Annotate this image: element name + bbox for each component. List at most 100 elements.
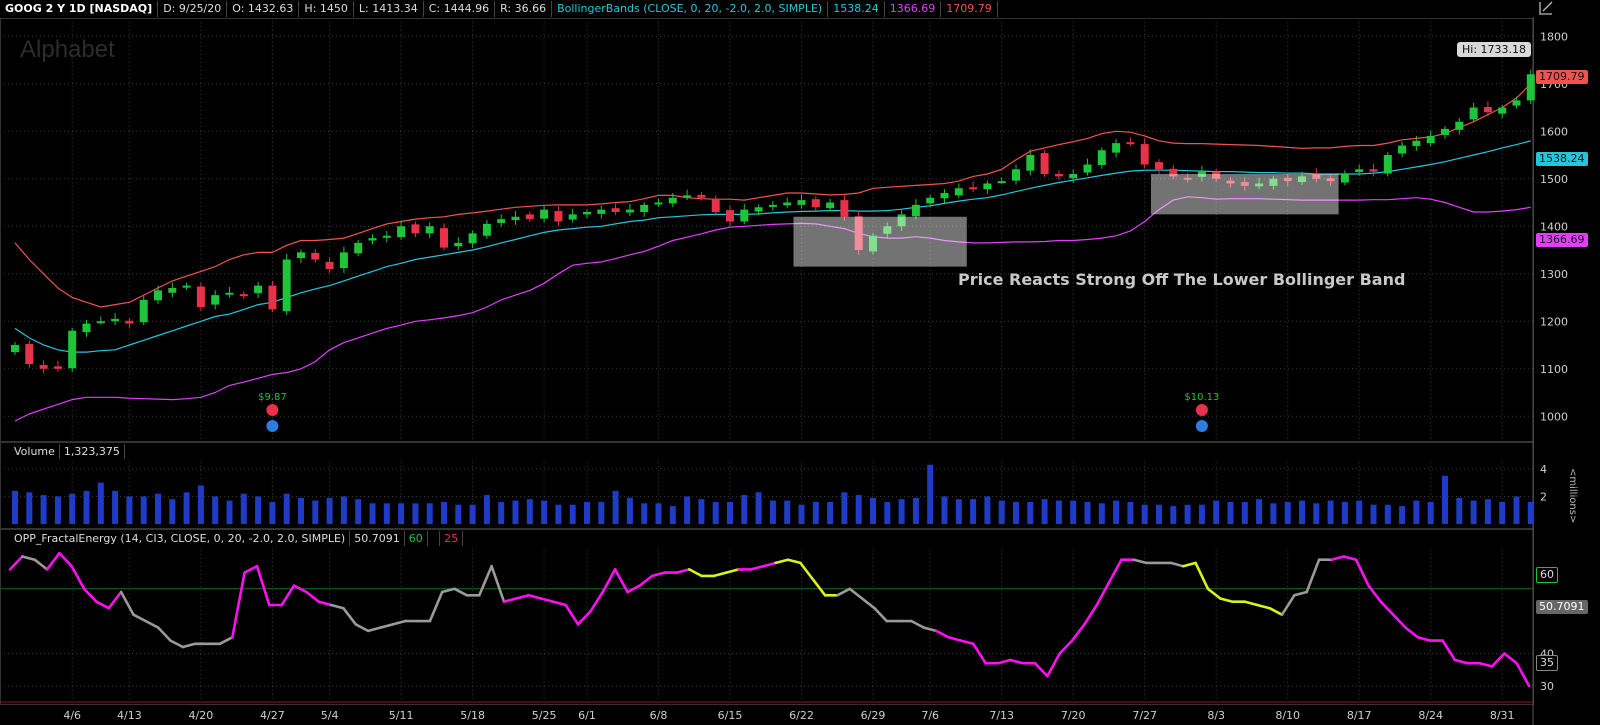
candle[interactable]: [1140, 138, 1149, 169]
volume-bar[interactable]: [555, 504, 562, 524]
candle[interactable]: [53, 360, 62, 372]
candle[interactable]: [811, 196, 820, 212]
candle[interactable]: [1097, 147, 1106, 169]
candle[interactable]: [1412, 136, 1421, 151]
study-label[interactable]: BollingerBands (CLOSE, 0, 20, -2.0, 2.0,…: [552, 0, 829, 17]
candle[interactable]: [1340, 170, 1349, 186]
candle[interactable]: [797, 194, 806, 209]
candle[interactable]: [583, 209, 591, 219]
candle[interactable]: [254, 281, 263, 298]
candle[interactable]: [1255, 177, 1264, 190]
volume-bar[interactable]: [541, 500, 548, 524]
volume-bar[interactable]: [1299, 500, 1305, 524]
volume-bar[interactable]: [526, 499, 533, 524]
candle[interactable]: [1326, 175, 1335, 186]
candle[interactable]: [654, 198, 663, 207]
candle[interactable]: [239, 291, 248, 299]
candle[interactable]: [1212, 168, 1221, 182]
candle[interactable]: [1383, 152, 1392, 177]
dividend-marker[interactable]: $9.87: [258, 392, 287, 432]
expand-icon[interactable]: [1539, 1, 1553, 15]
volume-bar[interactable]: [1470, 500, 1477, 524]
dividend-marker[interactable]: $10.13: [1184, 392, 1219, 432]
candle[interactable]: [325, 257, 334, 273]
candle[interactable]: [954, 183, 963, 199]
volume-bar[interactable]: [1127, 501, 1134, 524]
candle[interactable]: [711, 195, 720, 216]
volume-bar[interactable]: [698, 499, 705, 524]
candle[interactable]: [625, 203, 634, 217]
candle[interactable]: [597, 205, 606, 219]
candle[interactable]: [282, 253, 291, 316]
volume-bar[interactable]: [1198, 504, 1205, 524]
volume-bar[interactable]: [1113, 500, 1120, 524]
candle[interactable]: [497, 214, 506, 227]
volume-bar[interactable]: [598, 501, 605, 524]
candle[interactable]: [425, 222, 434, 239]
candle[interactable]: [440, 223, 448, 251]
candle[interactable]: [869, 232, 877, 255]
volume-bar[interactable]: [626, 497, 633, 524]
volume-bar[interactable]: [655, 503, 662, 524]
volume-bar[interactable]: [827, 501, 834, 524]
volume-bar[interactable]: [1084, 501, 1091, 524]
volume-bar[interactable]: [855, 495, 862, 524]
volume-bar[interactable]: [97, 482, 104, 524]
volume-bar[interactable]: [1313, 503, 1320, 524]
candle[interactable]: [926, 194, 935, 208]
volume-bar[interactable]: [984, 496, 991, 524]
volume-bars[interactable]: [12, 464, 1534, 524]
candle[interactable]: [540, 205, 549, 223]
candle[interactable]: [640, 202, 649, 217]
earnings-icon[interactable]: [266, 404, 279, 416]
candle[interactable]: [783, 197, 792, 209]
volume-bar[interactable]: [898, 499, 905, 524]
info-icon[interactable]: [1195, 420, 1208, 432]
volume-bar[interactable]: [340, 496, 347, 524]
candle[interactable]: [1183, 173, 1192, 183]
volume-bar[interactable]: [712, 501, 719, 524]
fractal-energy-line[interactable]: [8, 551, 1531, 688]
candle[interactable]: [1155, 159, 1163, 174]
candle[interactable]: [1426, 130, 1435, 146]
candle[interactable]: [525, 211, 534, 222]
volume-bar[interactable]: [498, 501, 505, 524]
volume-bar[interactable]: [426, 503, 433, 524]
volume-bar[interactable]: [312, 500, 319, 524]
candle[interactable]: [911, 199, 920, 220]
candle[interactable]: [311, 249, 320, 263]
volume-bar[interactable]: [83, 490, 90, 524]
candle[interactable]: [111, 313, 120, 326]
candle[interactable]: [1512, 96, 1521, 109]
candle[interactable]: [482, 220, 491, 239]
volume-bar[interactable]: [1156, 504, 1162, 524]
candle[interactable]: [411, 221, 420, 238]
candle[interactable]: [1469, 102, 1478, 123]
volume-bar[interactable]: [998, 500, 1005, 524]
volume-bar[interactable]: [870, 497, 876, 524]
volume-bar[interactable]: [669, 506, 676, 524]
candle[interactable]: [1197, 165, 1206, 182]
candle[interactable]: [182, 282, 191, 290]
volume-bar[interactable]: [112, 490, 119, 524]
candle[interactable]: [1455, 117, 1464, 135]
volume-bar[interactable]: [1442, 475, 1448, 524]
volume-bar[interactable]: [784, 500, 791, 524]
candle[interactable]: [11, 342, 19, 355]
candle[interactable]: [1498, 104, 1507, 119]
volume-bar[interactable]: [369, 503, 376, 524]
candle[interactable]: [883, 222, 892, 238]
candle[interactable]: [139, 296, 148, 326]
volume-bar[interactable]: [769, 500, 776, 524]
candle[interactable]: [25, 340, 34, 368]
candle[interactable]: [1369, 163, 1378, 177]
candle[interactable]: [397, 220, 406, 241]
candle[interactable]: [297, 249, 305, 263]
volume-bar[interactable]: [641, 503, 648, 524]
volume-bar[interactable]: [1227, 501, 1234, 524]
volume-bar[interactable]: [1013, 501, 1019, 524]
volume-bar[interactable]: [1327, 500, 1334, 524]
volume-bar[interactable]: [54, 496, 61, 524]
volume-bar[interactable]: [298, 497, 304, 524]
candle[interactable]: [211, 290, 220, 310]
